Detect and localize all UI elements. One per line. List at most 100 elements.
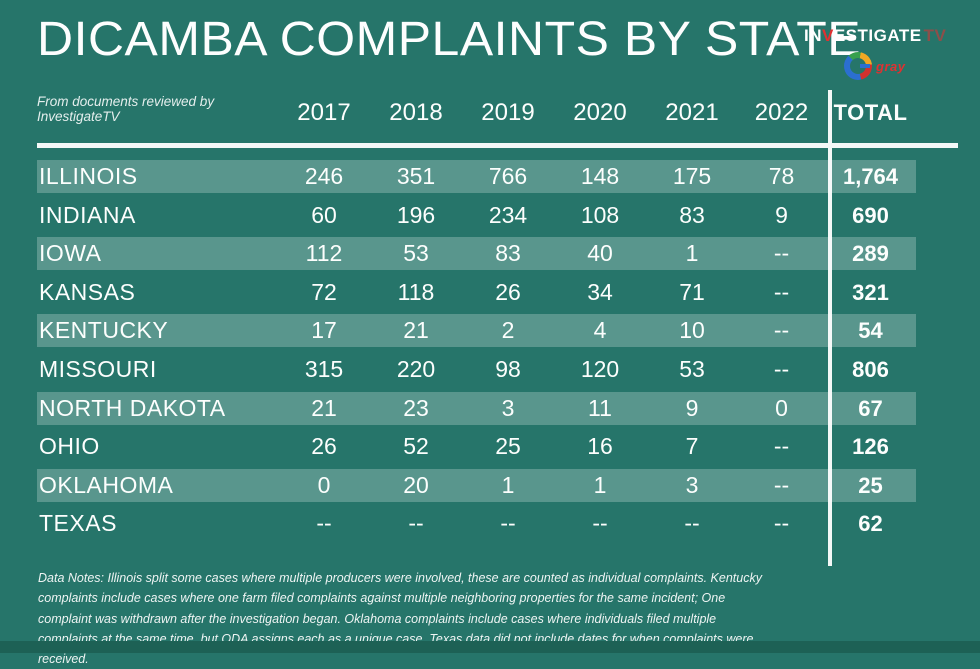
wordmark-v: V: [822, 26, 834, 45]
footer-bar: [0, 641, 980, 653]
year-value: --: [592, 510, 608, 537]
year-value: --: [316, 510, 332, 537]
year-value: 118: [397, 278, 435, 305]
state-name: INDIANA: [39, 201, 136, 228]
source-note: From documents reviewed by InvestigateTV: [37, 94, 215, 124]
year-value: 60: [311, 201, 337, 228]
year-value: 83: [679, 201, 705, 228]
year-value: 1: [593, 471, 607, 498]
year-value: 112: [305, 240, 343, 267]
year-value: 175: [672, 163, 712, 189]
column-header-2022: 2022: [754, 99, 809, 126]
table-body: ILLINOIS 246 351 766 148 175 78 1,764 IN…: [37, 160, 916, 540]
state-name: IOWA: [39, 240, 102, 267]
table-row: ILLINOIS 246 351 766 148 175 78 1,764: [37, 160, 916, 193]
state-name: OHIO: [39, 433, 100, 460]
total-value: 289: [852, 241, 889, 267]
table-row: NORTH DAKOTA 21 23 3 11 9 0 67: [37, 391, 916, 425]
year-value: 0: [775, 394, 788, 421]
table-header-row: From documents reviewed by InvestigateTV…: [37, 90, 916, 136]
total-value: 62: [858, 511, 883, 537]
header-divider: [37, 143, 958, 148]
year-value: --: [773, 471, 790, 498]
year-value: 9: [685, 394, 699, 421]
page-title: DICAMBA COMPLAINTS BY STATE: [37, 13, 862, 66]
year-value: 766: [488, 163, 528, 189]
year-value: 52: [403, 433, 429, 460]
gray-label: gray: [876, 58, 906, 74]
total-value: 690: [852, 202, 889, 228]
year-value: --: [773, 240, 790, 267]
year-value: 72: [311, 278, 337, 305]
state-name: MISSOURI: [39, 355, 157, 382]
table-row: KANSAS 72 118 26 34 71 -- 321: [37, 276, 916, 309]
total-value: 321: [852, 279, 889, 305]
column-header-2018: 2018: [389, 99, 443, 126]
year-value: 17: [311, 317, 337, 344]
year-value: --: [773, 355, 790, 382]
year-value: 196: [396, 201, 436, 228]
gray-tv-logo: gray: [844, 52, 964, 80]
total-value: 25: [858, 472, 883, 498]
year-value: 11: [588, 394, 612, 421]
year-value: 78: [768, 163, 795, 189]
year-value: --: [773, 510, 790, 537]
year-value: 21: [311, 394, 337, 421]
year-value: 26: [495, 278, 521, 305]
investigatetv-wordmark: INVESTIGATE TV: [804, 26, 964, 46]
total-value: 54: [858, 318, 883, 344]
year-value: 26: [311, 433, 337, 460]
year-value: --: [773, 433, 790, 460]
total-value: 1,764: [842, 164, 899, 189]
total-value: 126: [852, 434, 889, 460]
year-value: 23: [403, 394, 429, 421]
total-value: 806: [852, 356, 889, 382]
year-value: 0: [317, 471, 331, 498]
state-name: NORTH DAKOTA: [39, 394, 226, 421]
year-value: 315: [304, 355, 344, 382]
year-value: 7: [685, 433, 699, 460]
year-value: --: [500, 510, 516, 537]
year-value: 34: [587, 278, 613, 305]
year-value: 4: [593, 317, 607, 344]
table-row: KENTUCKY 17 21 2 4 10 -- 54: [37, 314, 916, 348]
year-value: 1: [501, 471, 515, 498]
year-value: --: [773, 317, 790, 344]
year-value: --: [408, 510, 424, 537]
year-value: 3: [685, 471, 699, 498]
year-value: 120: [580, 355, 620, 382]
year-value: 9: [775, 201, 788, 228]
year-value: 351: [396, 163, 436, 189]
state-name: OKLAHOMA: [39, 471, 174, 498]
state-name: TEXAS: [39, 510, 117, 537]
year-value: 53: [679, 355, 705, 382]
wordmark-in: IN: [804, 26, 822, 45]
year-value: 16: [587, 433, 613, 460]
year-value: 53: [403, 240, 429, 267]
year-value: 98: [495, 355, 521, 382]
state-name: KENTUCKY: [39, 317, 169, 344]
state-name: ILLINOIS: [39, 163, 138, 189]
total-column-divider: [828, 90, 832, 566]
year-value: 220: [396, 355, 436, 382]
table-row: INDIANA 60 196 234 108 83 9 690: [37, 199, 916, 232]
table-row: OKLAHOMA 0 20 1 1 3 -- 25: [37, 468, 916, 502]
table-row: OHIO 26 52 25 16 7 -- 126: [37, 430, 916, 463]
year-value: 20: [403, 471, 429, 498]
investigatetv-logo: INVESTIGATE TV gray: [804, 26, 964, 80]
column-header-total: TOTAL: [833, 100, 908, 125]
year-value: --: [684, 510, 700, 537]
column-header-2020: 2020: [573, 99, 627, 126]
wordmark-tv: TV: [923, 26, 947, 45]
table-row: TEXAS -- -- -- -- -- -- 62: [37, 507, 916, 540]
year-value: 40: [587, 240, 613, 267]
column-header-2017: 2017: [297, 99, 351, 126]
year-value: 10: [679, 317, 705, 344]
table-row: MISSOURI 315 220 98 120 53 -- 806: [37, 353, 916, 386]
year-value: 108: [580, 201, 620, 228]
year-value: 234: [488, 201, 528, 228]
infographic-canvas: DICAMBA COMPLAINTS BY STATE INVESTIGATE T…: [0, 13, 980, 666]
year-value: 1: [685, 240, 699, 267]
year-value: 246: [304, 163, 344, 189]
year-value: 25: [495, 433, 521, 460]
